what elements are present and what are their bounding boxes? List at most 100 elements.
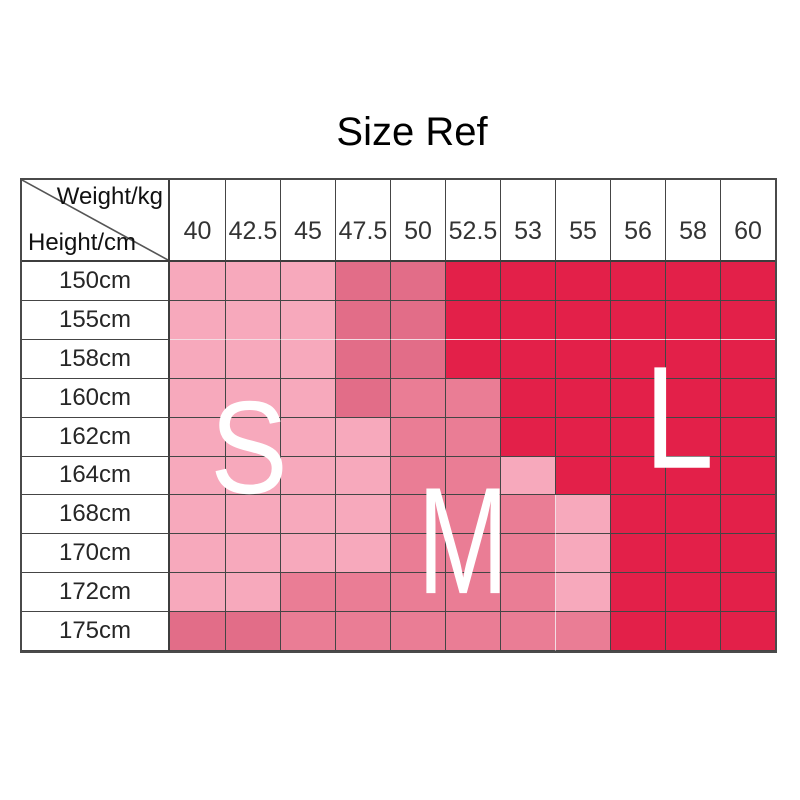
grid-cell <box>500 339 555 379</box>
grid-cell <box>555 456 610 496</box>
grid-cell <box>335 495 390 535</box>
grid-cell <box>335 262 390 301</box>
grid-cell <box>445 300 500 340</box>
corner-header-cell: Weight/kg Height/cm <box>22 180 170 262</box>
grid-cell <box>720 573 775 613</box>
page-title: Size Ref <box>336 110 488 154</box>
grid-cell <box>720 262 775 301</box>
row-label-168cm: 168cm <box>22 495 170 535</box>
col-header-56: 56 <box>610 180 665 262</box>
grid-cell <box>390 378 445 418</box>
grid-cell <box>335 573 390 613</box>
grid-cell <box>610 534 665 574</box>
grid-cell <box>280 339 335 379</box>
grid-cell <box>225 573 280 613</box>
grid-cell <box>555 262 610 301</box>
row-label-172cm: 172cm <box>22 573 170 613</box>
row-label-158cm: 158cm <box>22 339 170 379</box>
grid-cell <box>225 456 280 496</box>
row-label-160cm: 160cm <box>22 378 170 418</box>
grid-cell <box>335 456 390 496</box>
grid-cell <box>280 573 335 613</box>
grid-cell <box>555 300 610 340</box>
grid-cell <box>665 534 720 574</box>
grid-cell <box>170 495 225 535</box>
grid-cell <box>665 378 720 418</box>
grid-cell <box>170 339 225 379</box>
grid-cell <box>280 534 335 574</box>
grid-cell <box>445 262 500 301</box>
grid-cell <box>665 262 720 301</box>
grid-cell <box>445 612 500 651</box>
grid-cell <box>280 417 335 457</box>
grid-cell <box>390 456 445 496</box>
grid-cell <box>225 417 280 457</box>
grid-cell <box>555 612 610 651</box>
grid-cell <box>610 339 665 379</box>
grid-cell <box>170 534 225 574</box>
grid-cell <box>720 495 775 535</box>
grid-cell <box>665 417 720 457</box>
grid-cell <box>555 573 610 613</box>
grid-cell <box>720 417 775 457</box>
grid-cell <box>610 456 665 496</box>
grid-cell <box>280 456 335 496</box>
row-label-150cm: 150cm <box>22 262 170 301</box>
grid-cell <box>665 495 720 535</box>
grid-cell <box>445 495 500 535</box>
grid-cell <box>500 262 555 301</box>
col-header-50: 50 <box>390 180 445 262</box>
grid-cell <box>280 262 335 301</box>
grid-cell <box>390 417 445 457</box>
height-axis-label: Height/cm <box>28 229 137 256</box>
grid-cell <box>720 339 775 379</box>
grid-cell <box>170 573 225 613</box>
grid-cell <box>665 573 720 613</box>
grid-cell <box>170 456 225 496</box>
row-label-164cm: 164cm <box>22 456 170 496</box>
grid-cell <box>720 378 775 418</box>
grid-cell <box>225 339 280 379</box>
grid-cell <box>500 300 555 340</box>
col-header-52.5: 52.5 <box>445 180 500 262</box>
grid-cell <box>335 612 390 651</box>
grid-cell <box>500 573 555 613</box>
grid-cell <box>170 417 225 457</box>
grid-cell <box>225 300 280 340</box>
grid-cell <box>390 262 445 301</box>
grid-cell <box>335 534 390 574</box>
grid-cell <box>225 262 280 301</box>
grid-cell <box>170 612 225 651</box>
grid-cell <box>610 495 665 535</box>
grid-cell <box>390 495 445 535</box>
grid-cell <box>555 417 610 457</box>
grid-cell <box>610 378 665 418</box>
col-header-53: 53 <box>500 180 555 262</box>
grid-cell <box>390 300 445 340</box>
grid-cell <box>665 612 720 651</box>
grid-cell <box>280 300 335 340</box>
row-label-155cm: 155cm <box>22 300 170 340</box>
col-header-40: 40 <box>170 180 225 262</box>
grid-cell <box>555 534 610 574</box>
grid-cell <box>610 417 665 457</box>
grid-cell <box>170 300 225 340</box>
col-header-42.5: 42.5 <box>225 180 280 262</box>
grid-cell <box>555 339 610 379</box>
grid-cell <box>500 534 555 574</box>
grid-cell <box>335 300 390 340</box>
grid-cell <box>170 262 225 301</box>
grid-cell <box>280 612 335 651</box>
grid-cell <box>720 612 775 651</box>
grid-cell <box>445 534 500 574</box>
grid-cell <box>390 573 445 613</box>
row-label-175cm: 175cm <box>22 612 170 651</box>
grid-cell <box>665 339 720 379</box>
grid-cell <box>170 378 225 418</box>
grid-cell <box>720 534 775 574</box>
col-header-55: 55 <box>555 180 610 262</box>
grid-cell <box>555 495 610 535</box>
col-header-60: 60 <box>720 180 775 262</box>
size-table: Weight/kg Height/cm S M L 40 42.5 45 47.5 50… <box>20 178 777 653</box>
grid-cell <box>445 378 500 418</box>
